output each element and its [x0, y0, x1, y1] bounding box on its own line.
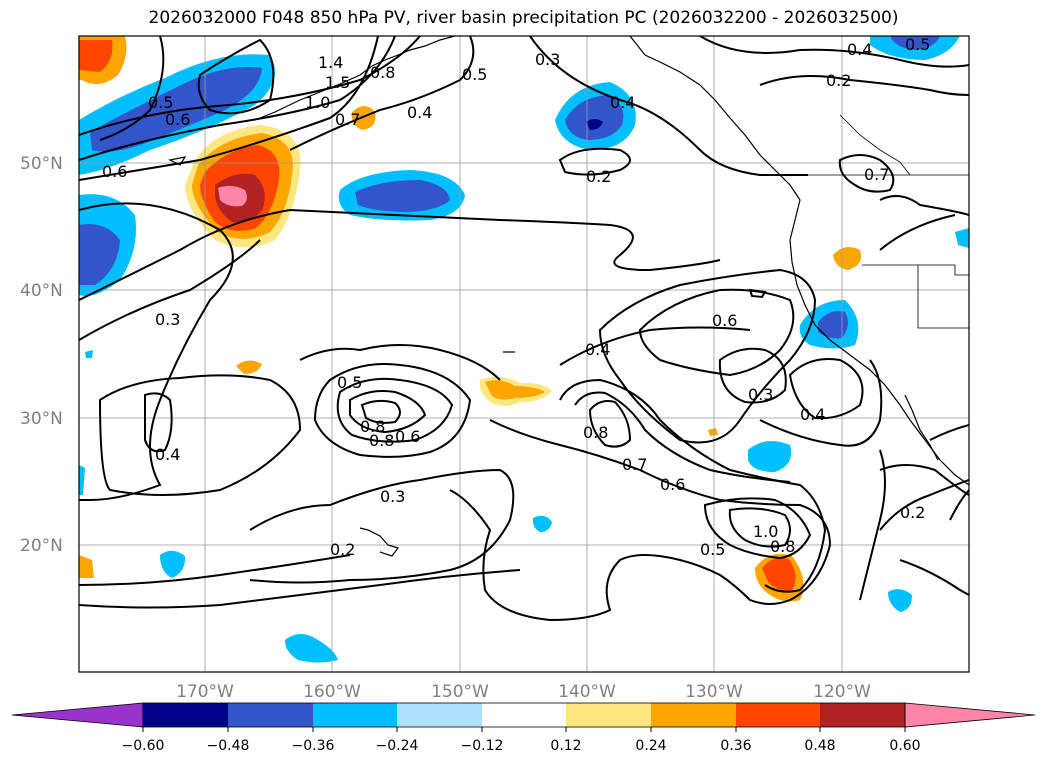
contour-label: 0.8 — [369, 431, 394, 450]
lon-label-160w: 160°W — [303, 682, 361, 702]
colorbar-swatch — [397, 703, 482, 727]
contour-label: 1.5 — [325, 73, 350, 92]
lon-label-130w: 130°W — [685, 682, 743, 702]
contour-label: 1.0 — [305, 93, 330, 112]
contour-label: 0.7 — [335, 110, 360, 129]
colorbar-swatch — [651, 703, 736, 727]
colorbar-high-extension — [904, 702, 1036, 728]
chart-title: 2026032000 F048 850 hPa PV, river basin … — [148, 8, 899, 28]
contour-label: 0.2 — [826, 71, 851, 90]
lat-label-30n: 30°N — [20, 409, 63, 429]
contour-label: 0.3 — [155, 310, 180, 329]
contour-label: 0.6 — [165, 110, 190, 129]
contour-label: 1.4 — [318, 53, 343, 72]
colorbar-label: 0.12 — [550, 738, 581, 754]
lat-label-20n: 20°N — [20, 536, 63, 556]
map-frame — [78, 35, 970, 673]
coastlines — [168, 36, 969, 557]
contour-label: 0.4 — [800, 405, 825, 424]
contour-label: 0.5 — [148, 93, 173, 112]
contour-label: 0.6 — [660, 475, 685, 494]
lon-label-140w: 140°W — [558, 682, 616, 702]
colorbar-label: −0.48 — [207, 738, 250, 754]
lat-label-40n: 40°N — [20, 281, 63, 301]
latitude-labels: 50°N 40°N 30°N 20°N — [20, 154, 63, 556]
pv-contours — [79, 36, 969, 622]
contour-label: 0.3 — [380, 487, 405, 506]
contour-label: 0.6 — [395, 427, 420, 446]
colorbar-ticks — [142, 727, 906, 732]
colorbar-swatch — [482, 703, 566, 727]
colorbar-label: −0.12 — [461, 738, 504, 754]
colorbar: −0.60 −0.48 −0.36 −0.24 −0.12 0.12 0.24 … — [11, 702, 1036, 754]
colorbar-swatch — [820, 703, 905, 727]
contour-label: 0.4 — [407, 103, 432, 122]
contour-label: 0.5 — [905, 35, 930, 54]
colorbar-low-extension — [11, 702, 144, 728]
contour-label: 0.2 — [900, 503, 925, 522]
colorbar-label: −0.36 — [292, 738, 335, 754]
contour-label: 0.8 — [370, 63, 395, 82]
contour-label: 1.0 — [753, 522, 778, 541]
contour-label: 0.7 — [864, 165, 889, 184]
colorbar-swatch — [736, 703, 820, 727]
contour-label: 0.8 — [770, 537, 795, 556]
colorbar-label: −0.60 — [122, 738, 165, 754]
contour-label: 0.3 — [748, 385, 773, 404]
lon-label-150w: 150°W — [431, 682, 489, 702]
contour-label: 0.7 — [622, 455, 647, 474]
contour-label: 0.2 — [330, 540, 355, 559]
lon-label-170w: 170°W — [176, 682, 234, 702]
colorbar-label: 0.60 — [889, 738, 920, 754]
contour-label: 0.4 — [610, 93, 635, 112]
contour-label: 0.4 — [847, 40, 872, 59]
map-content: 1.4 1.5 0.8 1.0 0.7 0.5 0.3 0.4 0.5 0.6 … — [79, 35, 969, 672]
colorbar-label: 0.48 — [804, 738, 835, 754]
contour-label: 0.5 — [462, 65, 487, 84]
colorbar-swatch — [313, 703, 397, 727]
colorbar-label: 0.24 — [635, 738, 666, 754]
contour-label: 0.5 — [700, 540, 725, 559]
contour-label: 0.5 — [337, 373, 362, 392]
lat-label-50n: 50°N — [20, 154, 63, 174]
contour-label: 0.4 — [585, 340, 610, 359]
colorbar-swatch — [566, 703, 651, 727]
contour-label: 0.4 — [155, 445, 180, 464]
contour-label: 0.6 — [102, 162, 127, 181]
longitude-labels: 170°W 160°W 150°W 140°W 130°W 120°W — [176, 682, 871, 702]
colorbar-label: 0.36 — [720, 738, 751, 754]
colorbar-label: −0.24 — [376, 738, 419, 754]
contour-label: 0.6 — [712, 311, 737, 330]
lon-label-120w: 120°W — [813, 682, 871, 702]
contour-label: 0.3 — [535, 50, 560, 69]
contour-label: 0.8 — [360, 417, 385, 436]
contour-label: 0.8 — [583, 423, 608, 442]
contour-labels: 1.4 1.5 0.8 1.0 0.7 0.5 0.3 0.4 0.5 0.6 … — [102, 35, 930, 559]
colorbar-swatch — [228, 703, 313, 727]
colorbar-swatch — [143, 703, 228, 727]
contour-label: 0.2 — [586, 167, 611, 186]
precipitation-shading — [79, 36, 969, 663]
